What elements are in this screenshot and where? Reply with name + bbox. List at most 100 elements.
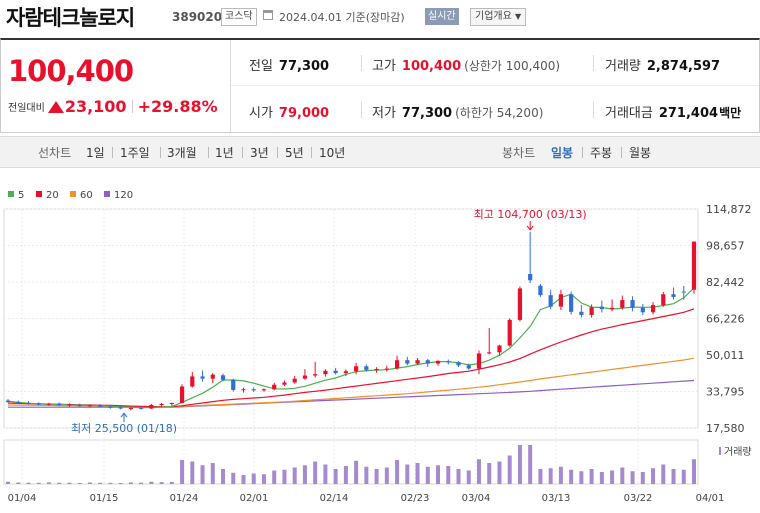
volume-bar bbox=[487, 463, 492, 484]
candle-body bbox=[507, 319, 512, 346]
candle bbox=[159, 402, 164, 407]
candle-body bbox=[579, 311, 584, 315]
candle bbox=[354, 362, 359, 375]
candle-body bbox=[5, 400, 11, 403]
candle bbox=[220, 373, 226, 382]
candle bbox=[446, 359, 451, 365]
volume-bar bbox=[528, 445, 533, 484]
line-chart-label[interactable]: 선차트 bbox=[38, 146, 72, 160]
volume-bar bbox=[610, 470, 615, 484]
candle-body bbox=[517, 288, 523, 320]
candle-body bbox=[466, 365, 471, 369]
current-price: 100,400 bbox=[8, 54, 134, 88]
volume-bar bbox=[26, 482, 31, 484]
y-axis: 114,872 98,657 82,442 66,226 50,011 33,795 17,… bbox=[706, 203, 752, 435]
low-value: 77,300 bbox=[401, 106, 453, 121]
candle bbox=[57, 402, 62, 406]
candle bbox=[487, 328, 492, 355]
open-cell: 시가 79,000 bbox=[249, 102, 329, 121]
realtime-button[interactable]: 실시간 bbox=[425, 8, 459, 25]
stock-name: 자람테크놀로지 bbox=[6, 6, 135, 30]
volume-bar bbox=[272, 470, 277, 484]
period-monthly[interactable]: 월봉 bbox=[629, 146, 652, 160]
divider bbox=[277, 147, 278, 158]
volume-bar bbox=[384, 467, 389, 484]
candle-body bbox=[302, 375, 308, 379]
candle bbox=[67, 403, 72, 407]
period-daily[interactable]: 일봉 bbox=[551, 146, 574, 160]
reference-date: 2024.04.01 기준(장마감) bbox=[279, 11, 405, 24]
x-tick-label: 02/23 bbox=[401, 493, 430, 504]
candle-body bbox=[46, 403, 52, 405]
candle-chart-label[interactable]: 봉차트 bbox=[502, 146, 536, 160]
legend-ma5-label: 5 bbox=[18, 190, 25, 201]
stock-header: 자람테크놀로지 389020 코스닥 2024.04.01 기준(장마감) 실시… bbox=[0, 0, 760, 36]
range-10y[interactable]: 10년 bbox=[319, 146, 346, 160]
x-tick-label: 04/01 bbox=[696, 493, 725, 504]
volume-bar bbox=[159, 482, 164, 484]
period-weekly[interactable]: 주봉 bbox=[590, 146, 613, 160]
company-overview-dropdown[interactable]: 기업개요 ▼ bbox=[470, 8, 527, 26]
change-percent: +29.88% bbox=[137, 97, 218, 116]
candle bbox=[394, 355, 400, 370]
range-1w[interactable]: 1주일 bbox=[120, 146, 150, 160]
candle bbox=[251, 387, 256, 392]
volume-bar bbox=[169, 481, 174, 484]
range-3y[interactable]: 3년 bbox=[250, 146, 269, 160]
range-1y[interactable]: 1년 bbox=[215, 146, 234, 160]
candle bbox=[681, 285, 686, 300]
candle-body bbox=[57, 403, 62, 406]
divider bbox=[160, 147, 161, 158]
candle bbox=[87, 404, 93, 408]
candle bbox=[630, 296, 635, 312]
amount-value: 271,404 bbox=[658, 106, 719, 121]
range-1d[interactable]: 1일 bbox=[86, 146, 105, 160]
candle-body bbox=[220, 375, 226, 380]
volume-bar bbox=[395, 460, 400, 484]
candle bbox=[5, 398, 11, 403]
volume-bar bbox=[190, 461, 195, 484]
candle bbox=[538, 283, 543, 297]
company-overview-label: 기업개요 bbox=[475, 11, 512, 22]
candle bbox=[190, 371, 195, 388]
candle-body bbox=[77, 404, 82, 407]
volume-value: 2,874,597 bbox=[646, 59, 721, 74]
moving-averages bbox=[7, 287, 695, 409]
candle-body bbox=[200, 376, 205, 379]
y-tick-label: 50,011 bbox=[706, 349, 745, 362]
volume-bar bbox=[589, 469, 594, 484]
candle-body bbox=[108, 406, 113, 408]
candle-body bbox=[354, 366, 359, 372]
legend-ma120: 120 bbox=[104, 190, 133, 201]
candle-body bbox=[261, 389, 267, 391]
volume-bar bbox=[538, 469, 543, 484]
candle bbox=[272, 382, 277, 391]
volume-bar bbox=[231, 472, 236, 484]
volume-bar bbox=[149, 481, 154, 484]
volume-bar bbox=[569, 469, 574, 484]
ma-line-ma20 bbox=[7, 308, 695, 408]
volume-bar bbox=[630, 471, 635, 484]
chart-grid bbox=[3, 208, 699, 485]
candle bbox=[46, 402, 52, 406]
stock-code: 389020 bbox=[172, 10, 223, 24]
volume-bar bbox=[180, 460, 185, 484]
market-tag: 코스닥 bbox=[221, 8, 257, 26]
candle-body bbox=[394, 360, 400, 369]
high-cell: 고가 100,400 (상한가 100,400) bbox=[372, 55, 560, 74]
volume-bar bbox=[446, 466, 451, 484]
quote-panel: 100,400 전일대비 23,100 +29.88% 전일 77,300 고가 100… bbox=[0, 38, 760, 133]
candle-body bbox=[210, 374, 215, 379]
range-5y[interactable]: 5년 bbox=[285, 146, 304, 160]
divider bbox=[361, 55, 362, 71]
volume-bar bbox=[671, 469, 676, 484]
volume-bar bbox=[6, 481, 10, 484]
volume-bar bbox=[558, 466, 563, 484]
candle-body bbox=[139, 407, 144, 409]
candle bbox=[36, 402, 41, 406]
volume-bar bbox=[333, 469, 338, 484]
candle-body bbox=[159, 403, 164, 405]
range-3m[interactable]: 3개월 bbox=[167, 146, 197, 160]
x-tick-label: 02/01 bbox=[240, 493, 269, 504]
